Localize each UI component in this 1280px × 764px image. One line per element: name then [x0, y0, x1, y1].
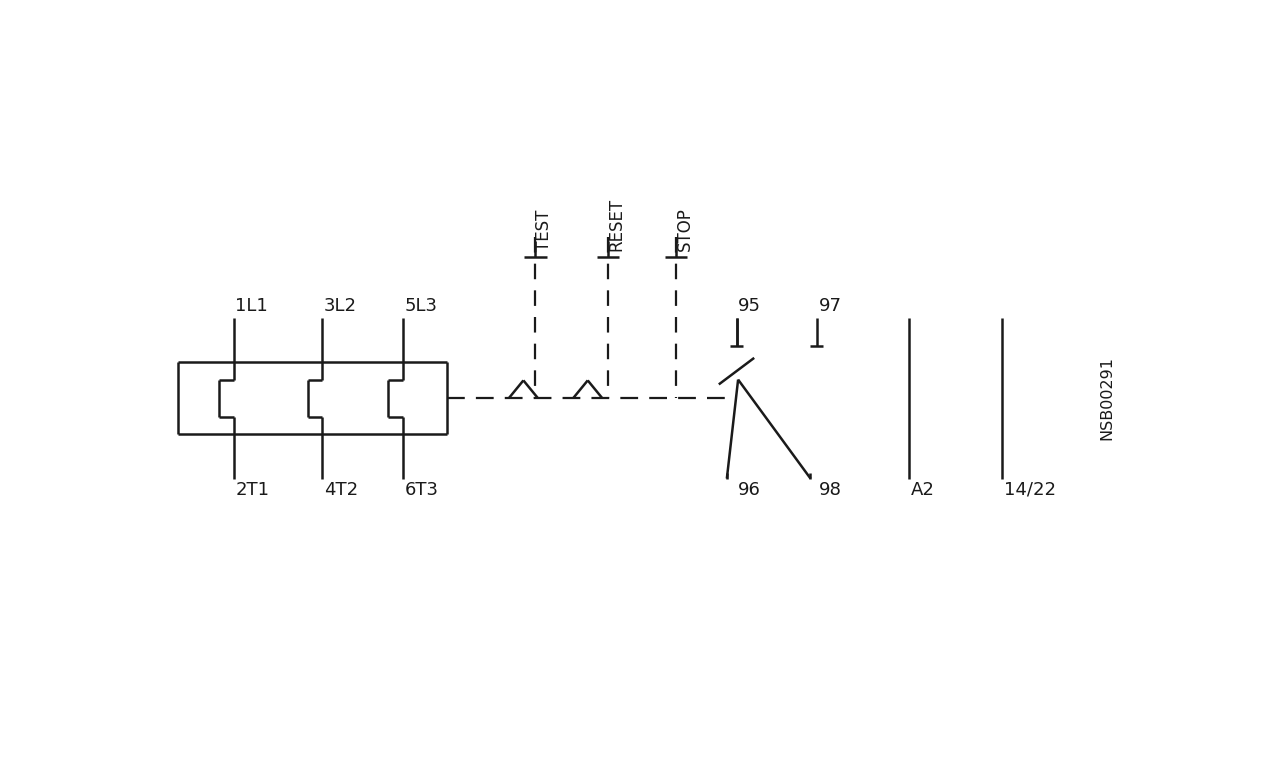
Text: RESET: RESET — [608, 198, 626, 251]
Text: 98: 98 — [818, 481, 841, 499]
Text: 95: 95 — [739, 297, 762, 316]
Text: 6T3: 6T3 — [404, 481, 438, 499]
Text: 2T1: 2T1 — [236, 481, 270, 499]
Text: 97: 97 — [818, 297, 841, 316]
Text: 1L1: 1L1 — [236, 297, 269, 316]
Text: TEST: TEST — [535, 209, 553, 251]
Text: STOP: STOP — [676, 207, 694, 251]
Text: 5L3: 5L3 — [404, 297, 438, 316]
Text: 14/22: 14/22 — [1004, 481, 1056, 499]
Text: A2: A2 — [911, 481, 934, 499]
Text: NSB00291: NSB00291 — [1100, 356, 1114, 440]
Text: 4T2: 4T2 — [324, 481, 358, 499]
Text: 3L2: 3L2 — [324, 297, 357, 316]
Text: 96: 96 — [739, 481, 762, 499]
